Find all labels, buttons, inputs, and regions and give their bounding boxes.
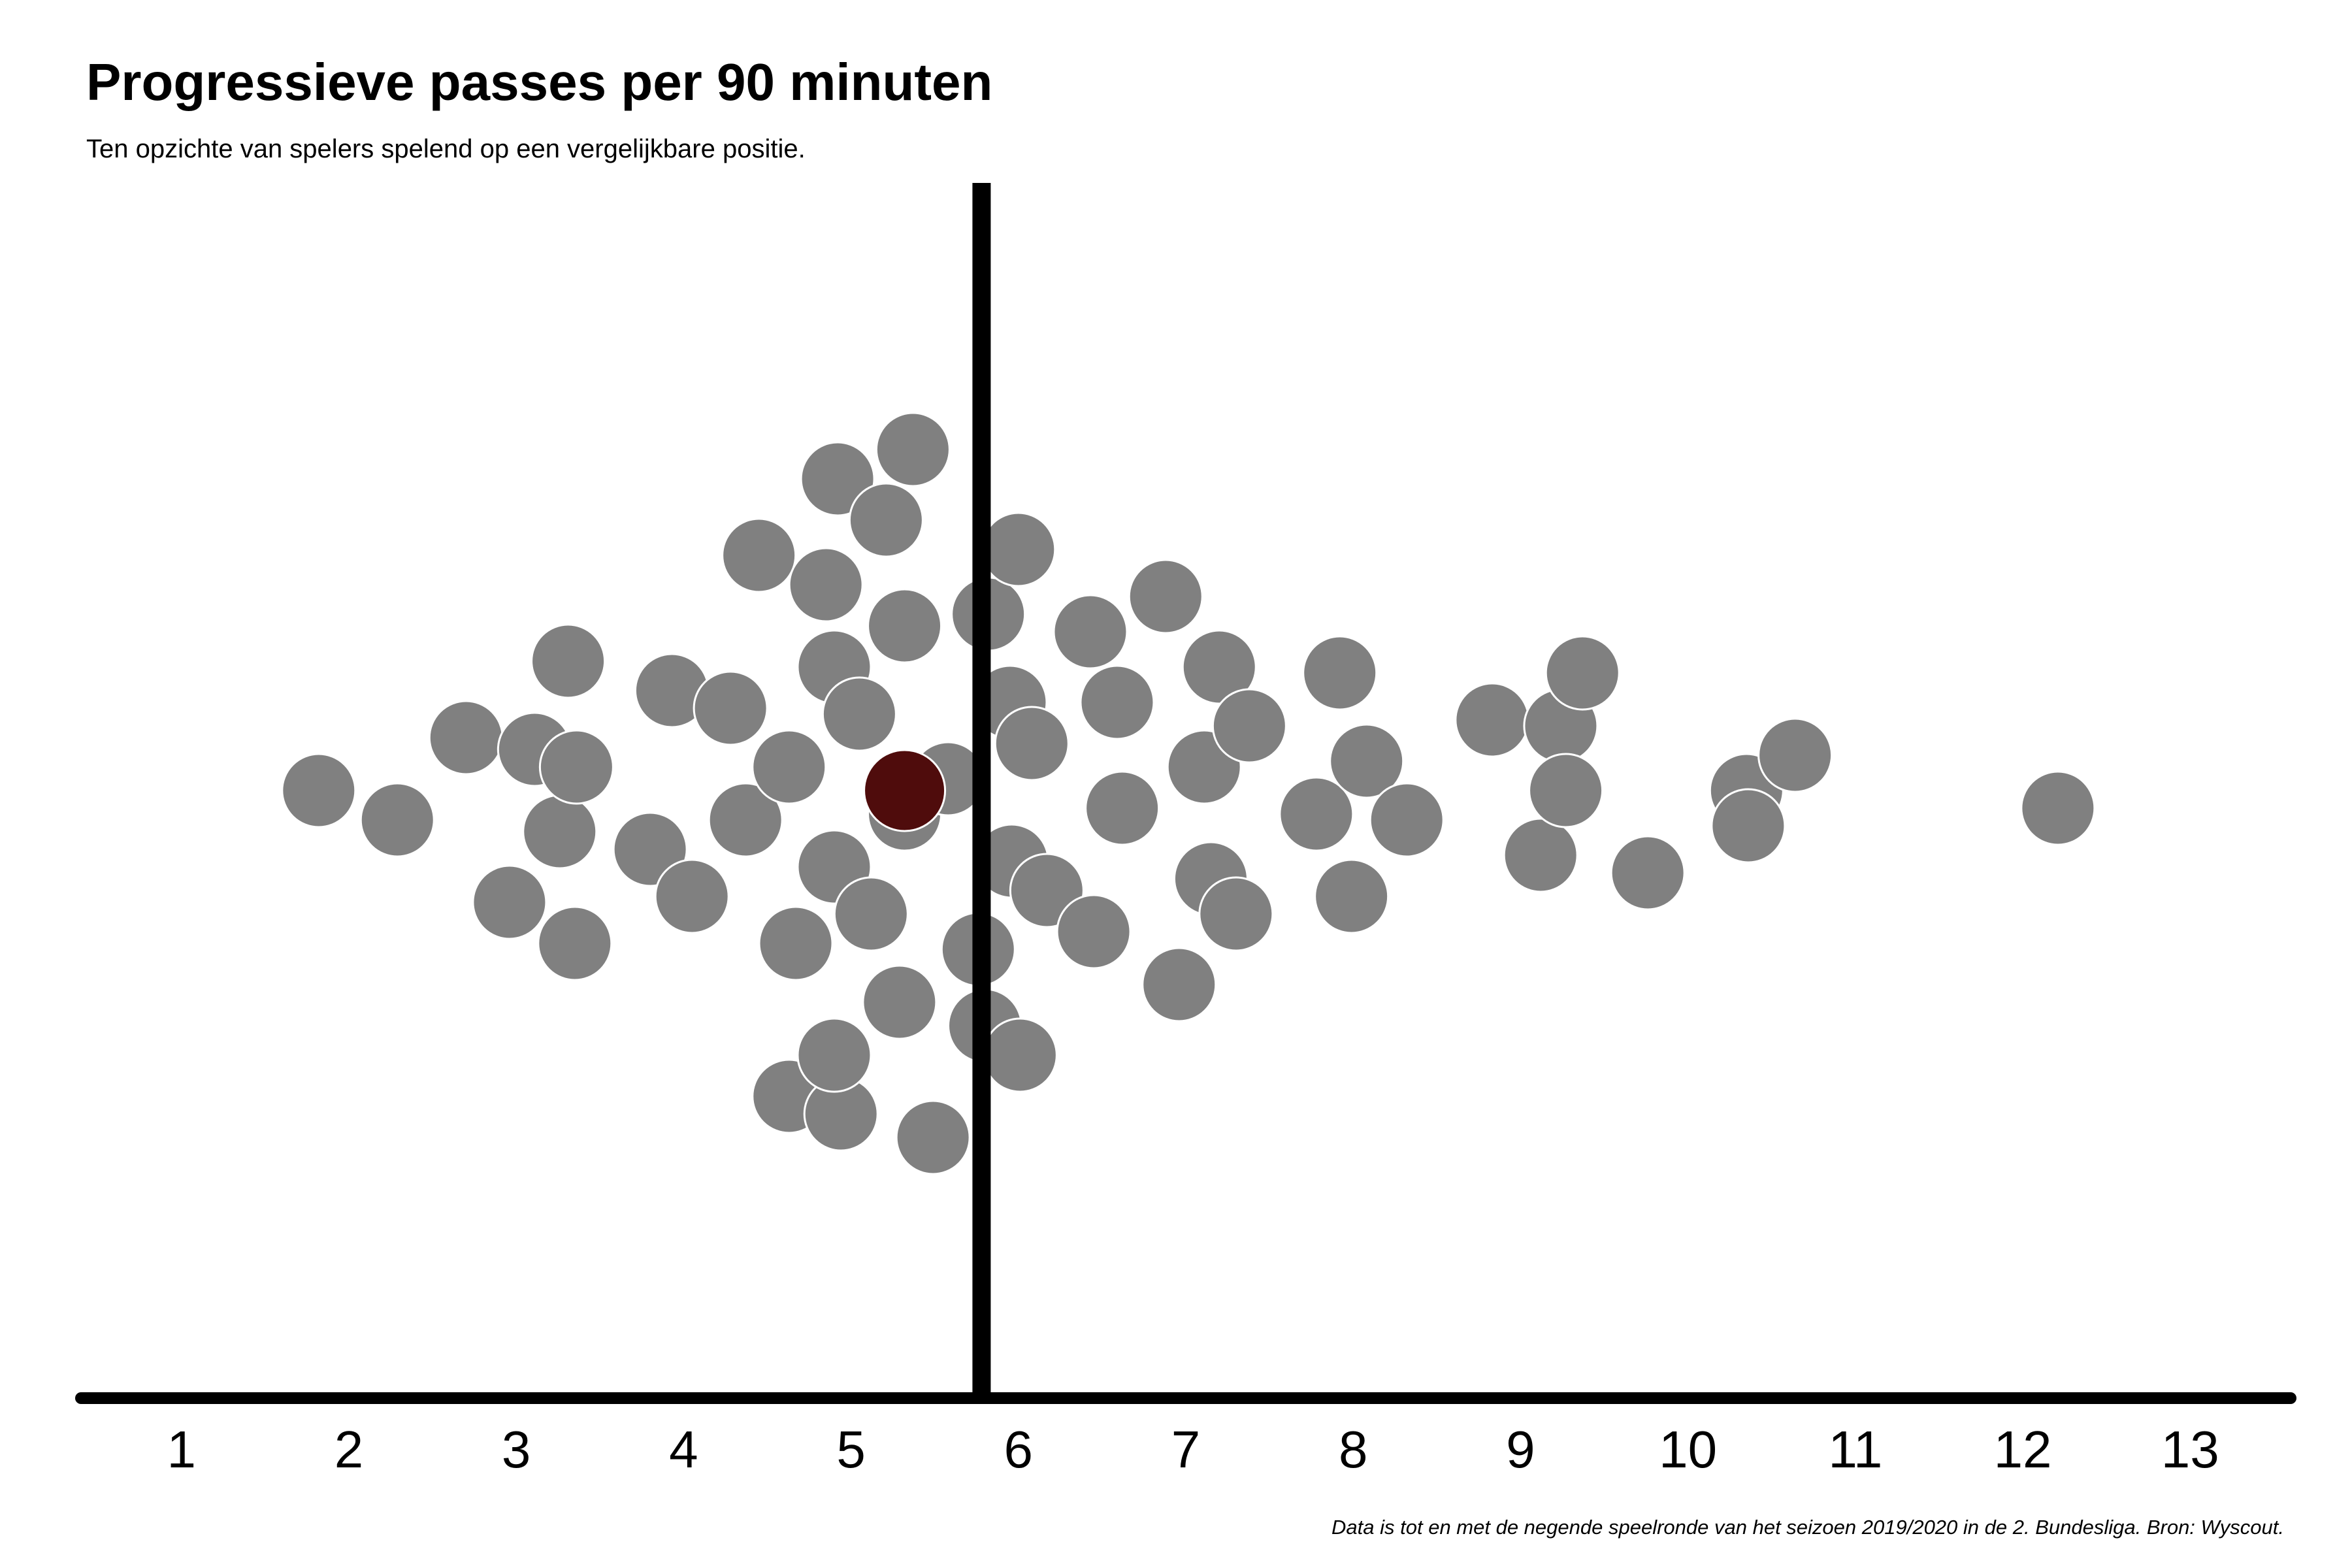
data-point-60: [1503, 817, 1578, 893]
data-point-41: [994, 706, 1070, 781]
data-point-64: [1610, 835, 1686, 911]
data-point-30: [867, 588, 943, 664]
data-point-27: [848, 482, 924, 558]
x-tick-label-3: 3: [502, 1420, 531, 1478]
x-tick-label-4: 4: [669, 1420, 698, 1478]
data-point-67: [1757, 717, 1833, 793]
data-point-12: [654, 858, 730, 934]
data-point-3: [428, 700, 504, 776]
data-point-1: [281, 753, 357, 828]
x-axis-ticks: 1 2 3 4 5 6 7 8 9 10 11 12 13: [167, 1420, 2219, 1478]
data-point-68: [2020, 770, 2096, 846]
data-point-54: [1279, 776, 1354, 852]
data-point-62: [1528, 753, 1604, 828]
data-point-24: [800, 441, 875, 517]
data-point-46: [1085, 770, 1160, 846]
x-tick-label-11: 11: [1828, 1420, 1882, 1478]
data-point-6: [522, 794, 598, 870]
data-point-23: [796, 1017, 872, 1093]
data-point-31: [875, 412, 951, 487]
data-point-15: [721, 517, 797, 593]
data-point-43: [1053, 594, 1128, 670]
data-point-66: [1710, 788, 1786, 864]
data-point-17: [758, 906, 834, 981]
data-point-47: [1128, 559, 1203, 634]
x-tick-label-10: 10: [1659, 1420, 1717, 1478]
data-point-56: [1314, 858, 1390, 934]
x-tick-label-6: 6: [1004, 1420, 1034, 1478]
data-point-8: [538, 729, 614, 805]
x-tick-label-1: 1: [167, 1420, 196, 1478]
data-point-59: [1454, 682, 1530, 758]
data-point-52: [1198, 876, 1274, 952]
data-point-2: [359, 782, 435, 858]
data-point-14: [708, 782, 783, 858]
data-point-13: [693, 670, 768, 746]
data-point-53: [1211, 688, 1287, 764]
data-point-48: [1141, 947, 1217, 1022]
x-tick-label-12: 12: [1994, 1420, 2052, 1478]
data-point-19: [788, 547, 864, 623]
points-layer: [281, 412, 2096, 1175]
data-point-16: [751, 729, 827, 805]
data-point-28: [862, 964, 938, 1040]
data-point-63: [1544, 635, 1620, 711]
chart-caption: Data is tot en met de negende speelronde…: [1331, 1516, 2284, 1539]
x-tick-label-9: 9: [1506, 1420, 1535, 1478]
data-point-57: [1329, 723, 1405, 799]
data-point-26: [833, 876, 909, 952]
data-point-58: [1369, 782, 1445, 858]
x-tick-label-8: 8: [1339, 1420, 1368, 1478]
chart-title: Progressieve passes per 90 minuten: [86, 53, 993, 111]
data-point-32: [895, 1100, 971, 1175]
data-point-7: [531, 623, 606, 699]
x-tick-label-2: 2: [335, 1420, 364, 1478]
data-point-44: [1056, 894, 1132, 970]
x-tick-label-5: 5: [836, 1420, 866, 1478]
data-point-9: [537, 906, 613, 981]
data-point-39: [981, 512, 1056, 587]
data-point-4: [472, 864, 547, 940]
highlighted-player-point: [863, 749, 947, 832]
chart-subtitle: Ten opzichte van spelers spelend op een …: [86, 135, 806, 163]
data-point-55: [1302, 635, 1378, 711]
x-tick-label-13: 13: [2161, 1420, 2219, 1478]
data-point-25: [821, 676, 897, 752]
data-point-40: [982, 1017, 1058, 1093]
x-tick-label-7: 7: [1171, 1420, 1201, 1478]
data-point-45: [1079, 664, 1155, 740]
